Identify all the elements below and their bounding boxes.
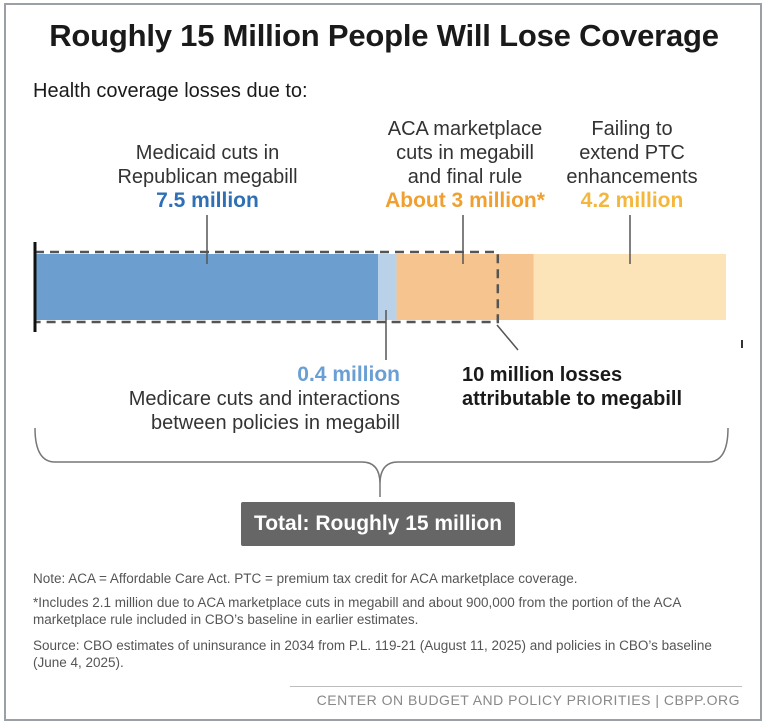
- megabill-dashed-outline: [33, 250, 500, 324]
- megabill-label-line1: 10 million losses: [462, 364, 623, 386]
- footer-credit: CENTER ON BUDGET AND POLICY PRIORITIES |…: [316, 692, 740, 708]
- footer-rule: [290, 686, 742, 687]
- ptc-label-line3: enhancements: [566, 166, 698, 188]
- bar-segment-4: [533, 254, 726, 320]
- ptc-label-line2: extend PTC: [579, 142, 685, 164]
- note-abbreviations: Note: ACA = Affordable Care Act. PTC = p…: [33, 571, 578, 586]
- bar-segment-2: [378, 254, 397, 320]
- medicaid-label-line2: Republican megabill: [117, 166, 298, 188]
- medicare-label-line2: between policies in megabill: [150, 412, 400, 434]
- megabill-leader: [496, 324, 519, 351]
- aca-value: About 3 million*: [385, 189, 545, 212]
- bar-segment-3: [396, 254, 534, 320]
- megabill-label-line2: attributable to megabill: [462, 388, 683, 410]
- total-brace: [34, 427, 729, 497]
- aca-label-line3: and final rule: [407, 166, 523, 188]
- aca-label-line2: cuts in megabill: [396, 142, 534, 164]
- medicare-label: 0.4 million Medicare cuts and interactio…: [90, 363, 400, 435]
- aca-label-line1: ACA marketplace: [387, 118, 543, 140]
- total-box: Total: Roughly 15 million: [241, 502, 515, 546]
- note-source: Source: CBO estimates of uninsurance in …: [33, 638, 712, 670]
- medicaid-label-line1: Medicaid cuts in: [135, 142, 280, 164]
- chart-title: Roughly 15 Million People Will Lose Cove…: [49, 18, 719, 53]
- ptc-value: 4.2 million: [580, 189, 684, 212]
- aca-label: ACA marketplace cuts in megabill and fin…: [370, 117, 560, 213]
- chart-frame: [4, 3, 762, 721]
- megabill-label: 10 million losses attributable to megabi…: [462, 363, 722, 411]
- ptc-label: Failing to extend PTC enhancements 4.2 m…: [552, 117, 712, 213]
- bar-segment-1: [35, 254, 379, 320]
- medicare-label-line1: Medicare cuts and interactions: [128, 388, 400, 410]
- chart-subtitle: Health coverage losses due to:: [33, 80, 308, 102]
- medicaid-value: 7.5 million: [156, 189, 259, 212]
- medicaid-label: Medicaid cuts in Republican megabill 7.5…: [100, 141, 315, 213]
- ptc-label-line1: Failing to: [591, 118, 673, 140]
- note-aca-breakdown: *Includes 2.1 million due to ACA marketp…: [33, 595, 681, 627]
- medicare-value: 0.4 million: [297, 363, 400, 386]
